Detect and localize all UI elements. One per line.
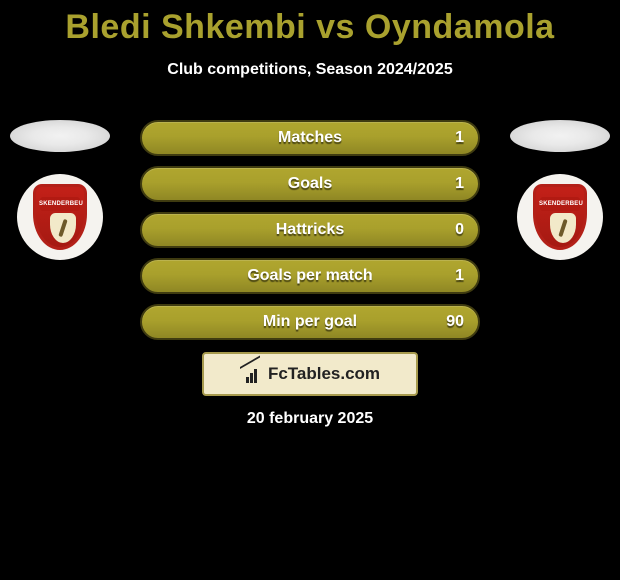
date-text: 20 february 2025 <box>0 410 620 428</box>
stat-label: Goals <box>288 175 332 193</box>
shield-banner-text: SKENDERBEU <box>39 198 81 210</box>
stat-row-min-per-goal: Min per goal 90 <box>140 304 480 340</box>
stat-label: Hattricks <box>276 221 344 239</box>
page-title: Bledi Shkembi vs Oyndamola <box>0 0 620 47</box>
stat-row-hattricks: Hattricks 0 <box>140 212 480 248</box>
player-right: SKENDERBEU <box>510 120 610 260</box>
source-logo-box: FcTables.com <box>202 352 418 396</box>
shield-inner-icon <box>550 213 576 243</box>
stat-label: Goals per match <box>247 267 372 285</box>
stat-value-right: 1 <box>455 122 464 154</box>
stat-row-goals-per-match: Goals per match 1 <box>140 258 480 294</box>
club-badge-right: SKENDERBEU <box>517 174 603 260</box>
shield-banner-text: SKENDERBEU <box>539 198 581 210</box>
stat-row-goals: Goals 1 <box>140 166 480 202</box>
subtitle: Club competitions, Season 2024/2025 <box>0 61 620 79</box>
stat-value-right: 90 <box>446 306 464 338</box>
shield-icon: SKENDERBEU <box>33 184 87 250</box>
shield-inner-icon <box>50 213 76 243</box>
source-logo-text: FcTables.com <box>268 364 380 384</box>
stat-value-right: 0 <box>455 214 464 246</box>
shield-icon: SKENDERBEU <box>533 184 587 250</box>
player-silhouette-icon <box>510 120 610 152</box>
player-silhouette-icon <box>10 120 110 152</box>
stat-row-matches: Matches 1 <box>140 120 480 156</box>
player-left: SKENDERBEU <box>10 120 110 260</box>
stat-value-right: 1 <box>455 168 464 200</box>
stats-list: Matches 1 Goals 1 Hattricks 0 Goals per … <box>140 120 480 350</box>
stat-value-right: 1 <box>455 260 464 292</box>
comparison-card: Bledi Shkembi vs Oyndamola Club competit… <box>0 0 620 580</box>
bar-chart-icon <box>240 365 262 383</box>
stat-label: Min per goal <box>263 313 357 331</box>
club-badge-left: SKENDERBEU <box>17 174 103 260</box>
stat-label: Matches <box>278 129 342 147</box>
